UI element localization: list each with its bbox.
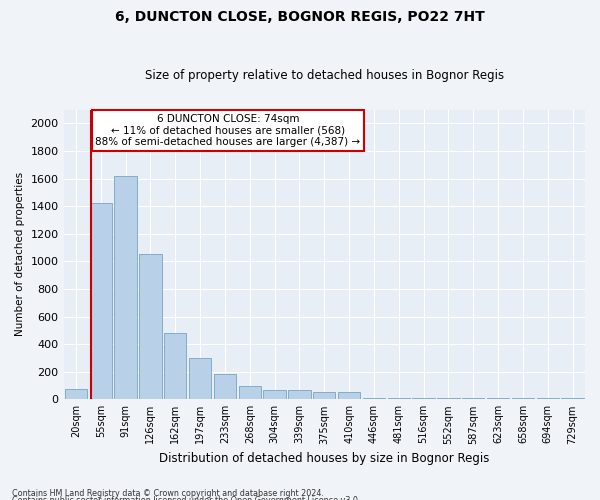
X-axis label: Distribution of detached houses by size in Bognor Regis: Distribution of detached houses by size … xyxy=(159,452,490,465)
Text: 6, DUNCTON CLOSE, BOGNOR REGIS, PO22 7HT: 6, DUNCTON CLOSE, BOGNOR REGIS, PO22 7HT xyxy=(115,10,485,24)
Bar xyxy=(139,254,161,400)
Bar xyxy=(288,390,311,400)
Text: Contains public sector information licensed under the Open Government Licence v3: Contains public sector information licen… xyxy=(12,496,361,500)
Y-axis label: Number of detached properties: Number of detached properties xyxy=(15,172,25,336)
Bar xyxy=(536,398,559,400)
Bar xyxy=(313,392,335,400)
Bar xyxy=(487,398,509,400)
Bar xyxy=(437,398,460,400)
Bar xyxy=(263,390,286,400)
Bar xyxy=(214,374,236,400)
Bar xyxy=(338,392,360,400)
Text: Contains HM Land Registry data © Crown copyright and database right 2024.: Contains HM Land Registry data © Crown c… xyxy=(12,488,324,498)
Bar xyxy=(363,398,385,400)
Bar xyxy=(512,398,534,400)
Bar xyxy=(189,358,211,400)
Bar xyxy=(239,386,261,400)
Bar xyxy=(412,398,435,400)
Bar xyxy=(462,398,484,400)
Bar xyxy=(388,398,410,400)
Bar xyxy=(562,398,584,400)
Text: 6 DUNCTON CLOSE: 74sqm
← 11% of detached houses are smaller (568)
88% of semi-de: 6 DUNCTON CLOSE: 74sqm ← 11% of detached… xyxy=(95,114,361,147)
Bar xyxy=(89,204,112,400)
Bar xyxy=(164,333,187,400)
Title: Size of property relative to detached houses in Bognor Regis: Size of property relative to detached ho… xyxy=(145,69,504,82)
Bar xyxy=(65,389,87,400)
Bar xyxy=(115,176,137,400)
